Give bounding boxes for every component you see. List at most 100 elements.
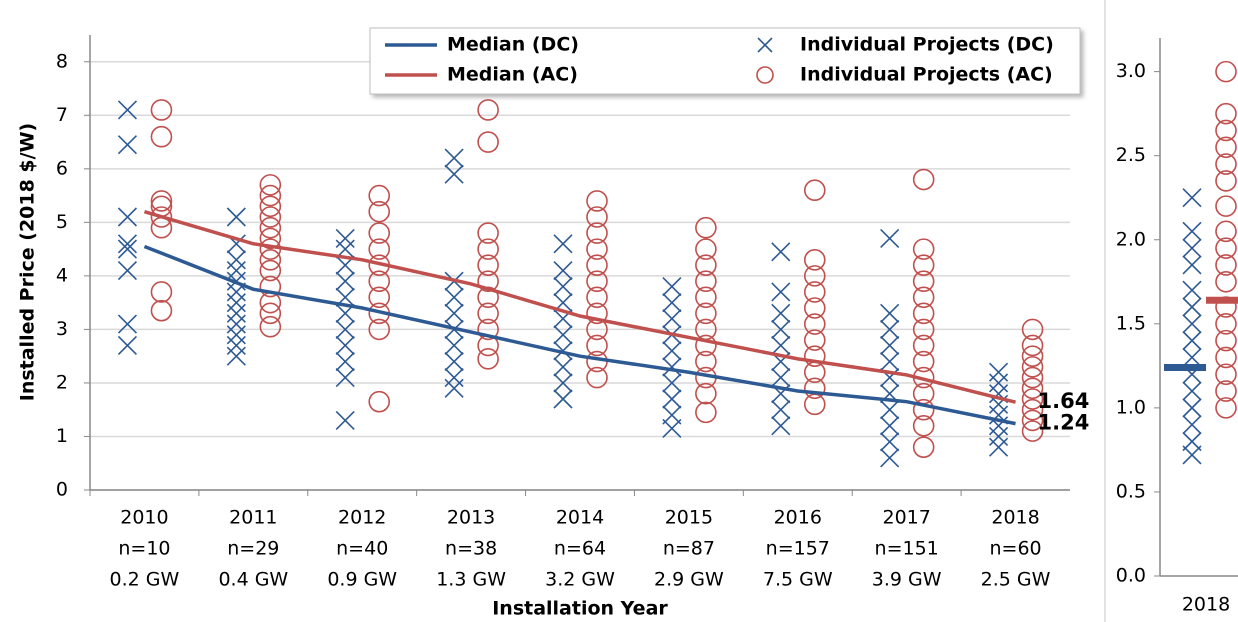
x-tick-capacity: 0.4 GW [218, 569, 288, 591]
marker-x [771, 303, 791, 323]
x-tick-count: n=10 [118, 538, 170, 560]
marker-x [444, 378, 464, 398]
marker-circle [1021, 388, 1044, 410]
marker-circle [803, 345, 826, 367]
marker-x [1182, 347, 1202, 368]
y-tick-label: 0.5 [1116, 480, 1146, 502]
legend-label: Median (AC) [447, 64, 578, 86]
marker-circle [695, 401, 717, 424]
y-tick-label: 5 [56, 211, 68, 233]
x-tick-label: 2015 [665, 507, 713, 529]
y-tick-label: 0 [56, 479, 68, 501]
marker-x [1182, 188, 1202, 208]
marker-circle [477, 302, 499, 325]
marker-circle [1215, 102, 1237, 125]
marker-x [880, 400, 900, 420]
y-tick-label: 2 [56, 371, 68, 393]
marker-x [771, 242, 791, 262]
marker-x [553, 373, 573, 393]
marker-x [1182, 431, 1202, 452]
y-tick-label: 3 [56, 318, 68, 340]
marker-circle [1021, 318, 1044, 341]
marker-x [771, 368, 791, 388]
marker-circle [1215, 363, 1237, 386]
x-tick-label: 2016 [774, 507, 822, 529]
marker-circle [1215, 313, 1237, 335]
marker-x [880, 228, 900, 248]
legend-marker [756, 66, 774, 84]
marker-circle [1215, 254, 1237, 276]
y-tick-label: 4 [56, 264, 68, 286]
marker-circle [912, 302, 935, 325]
x-tick-capacity: 3.9 GW [872, 569, 942, 591]
marker-x [444, 148, 464, 168]
x-tick-count: n=157 [766, 538, 830, 560]
marker-circle [803, 297, 826, 319]
marker-circle [912, 168, 935, 191]
marker-x [662, 418, 682, 439]
marker-circle [586, 254, 608, 276]
marker-x [771, 416, 791, 436]
marker-x [553, 325, 573, 345]
marker-x [1182, 415, 1202, 435]
marker-x [226, 314, 246, 334]
y-tick-label: 1 [56, 425, 68, 447]
marker-circle [586, 366, 608, 389]
marker-circle [912, 286, 935, 309]
marker-circle [695, 302, 717, 325]
marker-x [988, 362, 1009, 382]
x-tick-count: n=40 [336, 538, 388, 560]
marker-circle [259, 206, 282, 228]
marker-x [880, 319, 900, 339]
marker-circle [368, 318, 391, 341]
data-label: 1.64 [1038, 389, 1090, 413]
marker-circle [912, 334, 935, 357]
marker-circle [1021, 398, 1044, 421]
marker-circle [477, 270, 499, 293]
marker-circle [695, 334, 717, 357]
marker-circle [1215, 270, 1237, 293]
x-tick-label: 2011 [229, 507, 277, 529]
marker-circle [803, 377, 826, 400]
marker-circle [586, 302, 608, 325]
marker-circle [259, 174, 282, 196]
marker-circle [695, 254, 717, 276]
marker-circle [368, 270, 391, 293]
marker-circle [695, 382, 717, 405]
x-tick-capacity: 2.5 GW [981, 569, 1051, 591]
data-label: 1.24 [1038, 411, 1090, 435]
marker-circle [1021, 356, 1044, 378]
marker-x [988, 373, 1009, 393]
x-tick-label: 2010 [120, 507, 168, 529]
marker-circle [150, 299, 173, 322]
marker-x [335, 319, 355, 339]
marker-x [662, 277, 682, 297]
x-tick-count: n=151 [875, 538, 939, 560]
marker-x [553, 260, 573, 281]
marker-circle [586, 270, 608, 293]
marker-x [771, 400, 791, 420]
marker-circle [368, 286, 391, 309]
marker-x [1182, 238, 1202, 258]
x-tick-capacity: 1.3 GW [436, 569, 506, 591]
marker-circle [586, 190, 608, 212]
marker-circle [368, 222, 391, 244]
marker-circle [477, 222, 499, 244]
marker-x [226, 303, 246, 323]
marker-x [1182, 297, 1202, 317]
y-tick-label: 1.0 [1116, 396, 1146, 418]
marker-circle [259, 184, 282, 207]
marker-circle [1215, 237, 1237, 259]
marker-circle [368, 200, 391, 223]
y-tick-label: 2.5 [1116, 144, 1146, 166]
legend-label: Median (DC) [447, 34, 579, 56]
marker-x [444, 351, 464, 372]
x-tick-label: 2018 [991, 507, 1039, 529]
marker-circle [368, 238, 391, 260]
y-tick-label: 8 [56, 50, 68, 72]
marker-circle [1215, 119, 1237, 142]
marker-x [335, 335, 355, 356]
marker-circle [1021, 334, 1044, 357]
x-tick-count: n=87 [663, 538, 715, 560]
x-tick-capacity: 7.5 GW [763, 569, 833, 591]
